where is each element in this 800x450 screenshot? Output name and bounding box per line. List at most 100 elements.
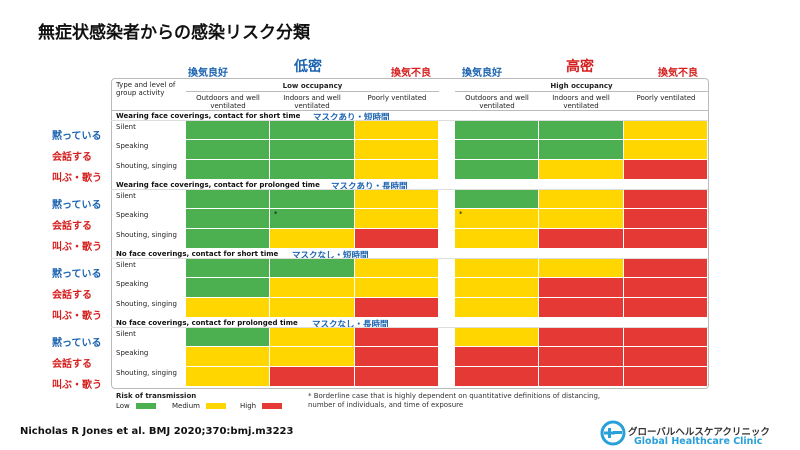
citation: Nicholas R Jones et al. BMJ 2020;370:bmj… bbox=[20, 426, 294, 437]
low-header-divider bbox=[186, 91, 439, 92]
type-level-header: Type and level of group activity bbox=[116, 81, 176, 97]
group-label-3: No face coverings, contact for prolonged… bbox=[116, 319, 298, 327]
col-high-indoors: Indoors and well ventilated bbox=[552, 94, 610, 110]
risk-cell bbox=[355, 259, 438, 277]
col-low-poor: Poorly ventilated bbox=[367, 94, 427, 102]
risk-cell bbox=[539, 367, 623, 386]
row-label-0-1: Speaking bbox=[116, 142, 149, 150]
risk-cell bbox=[186, 209, 269, 228]
group-label-0: Wearing face coverings, contact for shor… bbox=[116, 112, 301, 120]
risk-cell bbox=[624, 229, 707, 248]
risk-cell bbox=[186, 229, 269, 248]
risk-cell bbox=[355, 121, 438, 139]
low-density-label: 低密 bbox=[294, 59, 322, 75]
risk-cell bbox=[624, 278, 707, 297]
risk-cell bbox=[624, 367, 707, 386]
high-poor-ventilation-label: 換気不良 bbox=[658, 68, 698, 79]
row-label-1-1: Speaking bbox=[116, 211, 149, 219]
risk-cell bbox=[355, 140, 438, 159]
risk-cell bbox=[539, 259, 623, 277]
risk-cell bbox=[624, 209, 707, 228]
group-divider-2 bbox=[111, 258, 708, 259]
high-density-label: 高密 bbox=[566, 59, 594, 75]
risk-cell bbox=[539, 160, 623, 179]
group-divider-3 bbox=[111, 327, 708, 328]
legend-medium-swatch bbox=[206, 403, 226, 409]
risk-cell bbox=[270, 278, 354, 297]
risk-cell bbox=[539, 298, 623, 317]
risk-cell bbox=[186, 140, 269, 159]
risk-cell bbox=[455, 367, 538, 386]
row-label-0-2: Shouting, singing bbox=[116, 162, 177, 170]
logo-text-en: Global Healthcare Clinic bbox=[634, 436, 763, 447]
risk-cell bbox=[355, 209, 438, 228]
risk-cell bbox=[270, 328, 354, 346]
low-occupancy-header: Low occupancy bbox=[282, 82, 343, 90]
logo-text-jp: グローバルヘルスケアクリニック bbox=[628, 427, 770, 438]
risk-cell bbox=[539, 121, 623, 139]
risk-cell bbox=[355, 229, 438, 248]
low-good-ventilation-label: 換気良好 bbox=[188, 68, 228, 79]
risk-cell bbox=[355, 160, 438, 179]
group-label-jp-2: マスクなし・短時間 bbox=[292, 251, 369, 261]
group-label-jp-3: マスクなし・長時間 bbox=[312, 320, 389, 330]
risk-cell bbox=[355, 278, 438, 297]
group-divider-0 bbox=[111, 120, 708, 121]
col-high-outdoors: Outdoors and well ventilated bbox=[465, 94, 529, 110]
risk-cell bbox=[270, 190, 354, 208]
legend-medium-label: Medium bbox=[172, 402, 200, 410]
row-label-2-1: Speaking bbox=[116, 280, 149, 288]
risk-cell bbox=[270, 298, 354, 317]
risk-table-frame bbox=[111, 78, 709, 389]
risk-cell bbox=[539, 229, 623, 248]
risk-cell bbox=[186, 160, 269, 179]
group-label-2: No face coverings, contact for short tim… bbox=[116, 250, 279, 258]
risk-cell bbox=[270, 259, 354, 277]
risk-cell bbox=[186, 259, 269, 277]
risk-cell bbox=[355, 347, 438, 366]
risk-cell bbox=[539, 278, 623, 297]
risk-cell bbox=[186, 121, 269, 139]
risk-cell bbox=[270, 160, 354, 179]
side-label-speaking-0: 会話する bbox=[52, 152, 92, 163]
risk-cell bbox=[186, 278, 269, 297]
side-label-shouting-3: 叫ぶ・歌う bbox=[52, 380, 102, 391]
footnote: * Borderline case that is highly depende… bbox=[308, 392, 601, 409]
group-label-1: Wearing face coverings, contact for prol… bbox=[116, 181, 320, 189]
group-label-jp-1: マスクあり・長時間 bbox=[331, 182, 408, 192]
risk-cell bbox=[624, 347, 707, 366]
risk-cell bbox=[186, 190, 269, 208]
risk-cell bbox=[270, 229, 354, 248]
group-divider-1 bbox=[111, 189, 708, 190]
side-label-shouting-2: 叫ぶ・歌う bbox=[52, 311, 102, 322]
col-high-poor: Poorly ventilated bbox=[636, 94, 696, 102]
col-low-indoors: Indoors and well ventilated bbox=[283, 94, 341, 110]
row-label-1-2: Shouting, singing bbox=[116, 231, 177, 239]
side-label-speaking-3: 会話する bbox=[52, 359, 92, 370]
risk-cell bbox=[624, 298, 707, 317]
borderline-marker: * bbox=[274, 210, 278, 218]
row-label-2-0: Silent bbox=[116, 261, 136, 269]
risk-cell bbox=[270, 367, 354, 386]
risk-cell bbox=[186, 328, 269, 346]
risk-cell bbox=[355, 328, 438, 346]
side-label-silent-1: 黙っている bbox=[52, 200, 102, 211]
high-header-divider bbox=[455, 91, 708, 92]
borderline-marker: * bbox=[459, 210, 463, 218]
risk-cell bbox=[355, 367, 438, 386]
risk-cell: * bbox=[270, 209, 354, 228]
legend-title: Risk of transmission bbox=[116, 392, 197, 400]
side-label-silent-2: 黙っている bbox=[52, 269, 102, 280]
risk-cell bbox=[455, 278, 538, 297]
risk-cell bbox=[539, 328, 623, 346]
risk-cell bbox=[624, 121, 707, 139]
low-poor-ventilation-label: 換気不良 bbox=[391, 68, 431, 79]
risk-cell bbox=[624, 190, 707, 208]
row-label-1-0: Silent bbox=[116, 192, 136, 200]
risk-cell bbox=[270, 347, 354, 366]
header-bottom-divider bbox=[111, 110, 708, 111]
risk-cell bbox=[624, 259, 707, 277]
row-label-0-0: Silent bbox=[116, 123, 136, 131]
risk-cell bbox=[624, 160, 707, 179]
legend-high-label: High bbox=[240, 402, 257, 410]
